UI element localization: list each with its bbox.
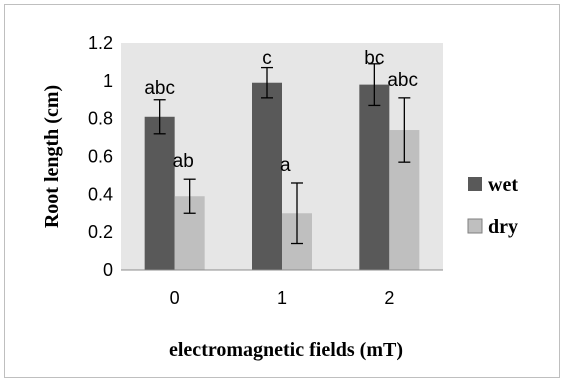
y-tick-label: 0.4 (88, 184, 113, 204)
y-tick-label: 1 (103, 71, 113, 91)
y-axis-title: Root length (cm) (41, 85, 63, 228)
y-tick-label: 0.8 (88, 109, 113, 129)
x-axis-title: electromagnetic fields (mT) (169, 339, 403, 361)
y-axis-ticks: 0 0.2 0.4 0.6 0.8 1 1.2 (88, 33, 113, 280)
y-tick-label: 0 (103, 260, 113, 280)
y-tick-label: 1.2 (88, 33, 113, 53)
x-axis-ticks: 0 1 2 (170, 288, 395, 308)
bar-wet-1 (252, 83, 282, 270)
significance-label: a (280, 155, 291, 176)
x-tick-label: 0 (170, 288, 180, 308)
legend: wet dry (468, 174, 518, 238)
y-tick-label: 0.2 (88, 222, 113, 242)
bar-wet-2 (359, 85, 389, 270)
significance-label: ab (173, 151, 194, 172)
legend-label-dry: dry (488, 216, 518, 238)
significance-label: abc (387, 70, 418, 91)
significance-label: abc (144, 78, 175, 99)
x-tick-label: 1 (277, 288, 287, 308)
significance-label: c (262, 48, 272, 69)
bar-wet-0 (145, 117, 175, 270)
significance-label: bc (364, 48, 384, 69)
legend-label-wet: wet (488, 174, 518, 196)
legend-swatch-wet (468, 177, 482, 191)
x-tick-label: 2 (384, 288, 394, 308)
legend-swatch-dry (468, 219, 482, 233)
y-tick-label: 0.6 (88, 147, 113, 167)
